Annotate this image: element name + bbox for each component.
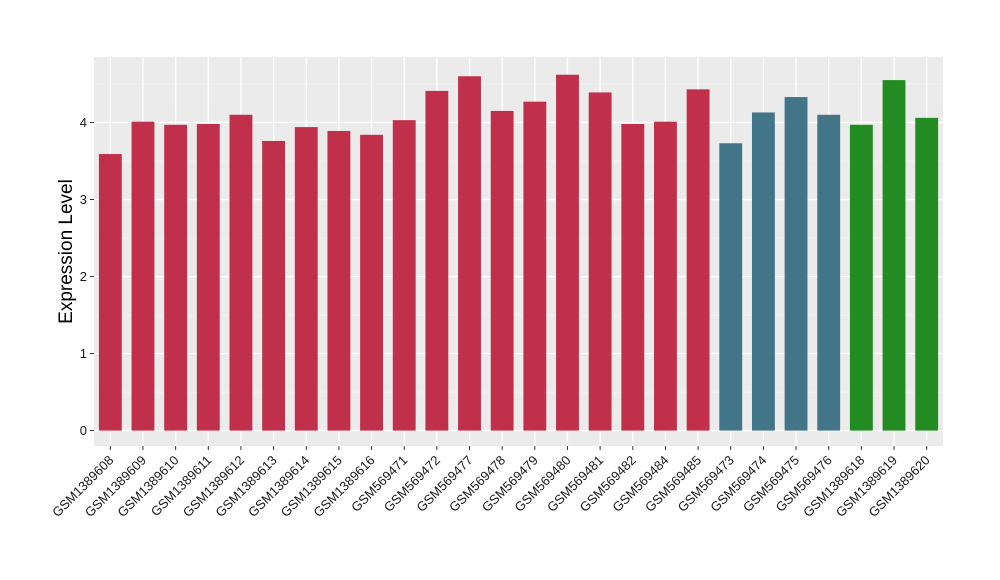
bar-GSM569477 xyxy=(458,76,481,431)
bar-GSM569479 xyxy=(523,101,547,431)
bar-GSM569475 xyxy=(784,97,808,431)
bar-GSM569480 xyxy=(556,74,579,431)
x-axis: GSM1389608GSM1389609GSM1389610GSM1389611… xyxy=(49,446,933,520)
y-axis-title: Expression Level xyxy=(56,179,77,324)
bar-GSM569474 xyxy=(751,112,775,431)
bar-GSM1389612 xyxy=(229,114,253,431)
bar-GSM569473 xyxy=(719,143,743,431)
bar-GSM1389611 xyxy=(196,124,220,431)
y-axis: 0 1 2 3 4 xyxy=(80,115,94,438)
bar-GSM569482 xyxy=(621,124,645,431)
bar-GSM569478 xyxy=(490,110,514,431)
bar-GSM1389618 xyxy=(849,124,873,431)
bar-GSM569472 xyxy=(425,90,449,431)
bar-GSM1389610 xyxy=(164,124,188,431)
bar-GSM1389609 xyxy=(131,121,155,431)
bar-GSM1389616 xyxy=(360,134,383,431)
bars-group xyxy=(98,74,939,431)
plot-background xyxy=(94,57,943,446)
y-tick-label: 0 xyxy=(80,423,87,438)
y-tick-label: 3 xyxy=(80,192,87,207)
bar-GSM569485 xyxy=(686,89,710,431)
bar-GSM1389615 xyxy=(327,130,351,431)
y-tick-label: 1 xyxy=(80,346,87,361)
bar-GSM1389619 xyxy=(882,80,906,431)
bar-GSM569476 xyxy=(817,114,841,431)
bar-GSM1389614 xyxy=(294,127,318,431)
bar-GSM1389613 xyxy=(262,140,286,431)
bar-GSM569471 xyxy=(392,120,416,431)
y-tick-label: 4 xyxy=(80,115,87,130)
bar-GSM569484 xyxy=(654,121,677,431)
y-tick-label: 2 xyxy=(80,269,87,284)
bar-GSM1389620 xyxy=(915,117,939,431)
bar-GSM1389608 xyxy=(98,154,122,431)
bar-GSM569481 xyxy=(588,92,612,431)
